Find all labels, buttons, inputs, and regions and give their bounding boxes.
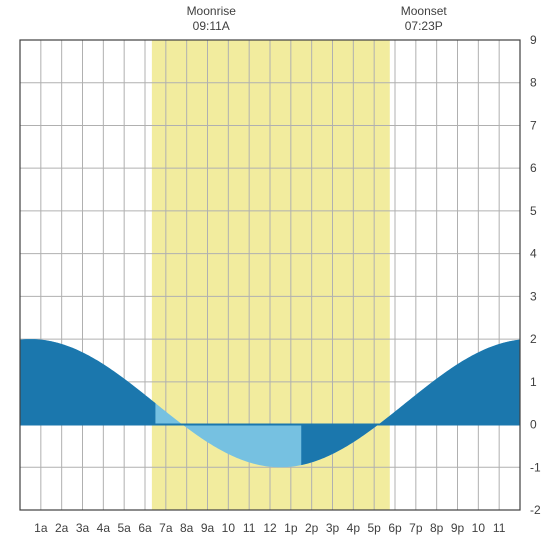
- svg-text:2: 2: [530, 332, 537, 346]
- svg-text:9: 9: [530, 33, 537, 47]
- svg-text:6p: 6p: [388, 521, 402, 535]
- moonrise-value: 09:11A: [171, 19, 251, 34]
- svg-text:3: 3: [530, 289, 537, 303]
- moonset-label: Moonset: [384, 4, 464, 19]
- moonset-annotation: Moonset 07:23P: [384, 4, 464, 34]
- svg-text:2p: 2p: [305, 521, 319, 535]
- svg-text:7p: 7p: [409, 521, 423, 535]
- svg-text:-2: -2: [530, 503, 541, 517]
- svg-text:5: 5: [530, 204, 537, 218]
- svg-text:10: 10: [222, 521, 236, 535]
- svg-text:6a: 6a: [138, 521, 152, 535]
- svg-text:4a: 4a: [97, 521, 111, 535]
- svg-text:5p: 5p: [367, 521, 381, 535]
- svg-text:4: 4: [530, 247, 537, 261]
- svg-text:12: 12: [263, 521, 277, 535]
- moonset-value: 07:23P: [384, 19, 464, 34]
- svg-text:4p: 4p: [347, 521, 361, 535]
- svg-text:8: 8: [530, 76, 537, 90]
- svg-text:0: 0: [530, 418, 537, 432]
- svg-text:5a: 5a: [117, 521, 131, 535]
- svg-text:1: 1: [530, 375, 537, 389]
- svg-text:8a: 8a: [180, 521, 194, 535]
- svg-text:11: 11: [493, 521, 506, 535]
- moonrise-annotation: Moonrise 09:11A: [171, 4, 251, 34]
- svg-text:6: 6: [530, 161, 537, 175]
- svg-text:9a: 9a: [201, 521, 215, 535]
- svg-text:2a: 2a: [55, 521, 69, 535]
- svg-text:3a: 3a: [76, 521, 90, 535]
- svg-text:11: 11: [243, 521, 256, 535]
- svg-text:3p: 3p: [326, 521, 340, 535]
- svg-text:10: 10: [472, 521, 486, 535]
- svg-text:1a: 1a: [34, 521, 48, 535]
- svg-text:8p: 8p: [430, 521, 444, 535]
- svg-text:7a: 7a: [159, 521, 173, 535]
- moonrise-label: Moonrise: [171, 4, 251, 19]
- svg-text:9p: 9p: [451, 521, 465, 535]
- svg-text:-1: -1: [530, 460, 541, 474]
- tide-daylight-chart: Moonrise 09:11A Moonset 07:23P 1a2a3a4a5…: [0, 0, 550, 550]
- svg-text:7: 7: [530, 118, 537, 132]
- chart-svg: 1a2a3a4a5a6a7a8a9a1011121p2p3p4p5p6p7p8p…: [0, 0, 550, 550]
- svg-text:1p: 1p: [284, 521, 298, 535]
